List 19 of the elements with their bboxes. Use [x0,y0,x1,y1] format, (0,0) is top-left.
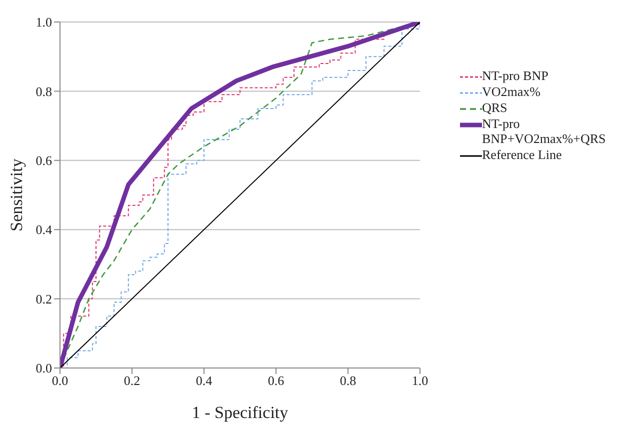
y-axis-title: Sensitivity [7,158,26,232]
x-tick-label: 0.2 [124,373,140,388]
x-tick-label: 0.6 [268,373,285,388]
x-tick-label: 0.0 [52,373,68,388]
legend-label: Reference Line [482,147,563,162]
x-tick-label: 1.0 [412,373,428,388]
legend-label: NT-pro BNP+VO2max%+QRS [482,116,607,146]
legend-label: VO2max% [482,84,542,99]
legend-label: NT-pro BNP [482,68,550,83]
x-tick-label: 0.4 [196,373,213,388]
y-tick-label: 0.6 [36,153,52,168]
legend-label: QRS [482,100,508,115]
x-tick-label: 0.8 [340,373,356,388]
y-tick-label: 0.2 [36,291,52,306]
y-tick-label: 0.0 [36,360,52,376]
x-axis-title: 1 - Specificity [192,403,289,422]
y-tick-label: 1.0 [36,14,52,30]
y-tick-label: 0.4 [36,222,52,238]
y-tick-label: 0.8 [36,84,52,99]
